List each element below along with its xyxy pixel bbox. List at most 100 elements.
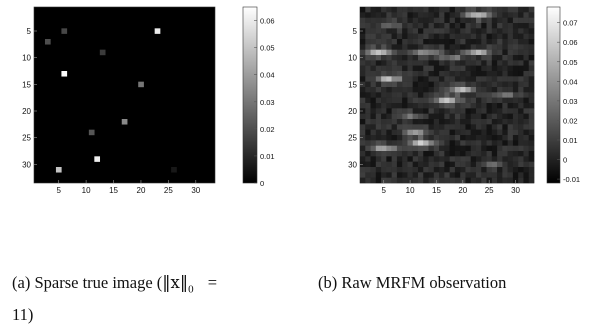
pixel bbox=[375, 167, 382, 173]
pixel bbox=[512, 17, 519, 24]
pixel bbox=[454, 97, 461, 104]
pixel bbox=[481, 177, 487, 184]
pixel bbox=[460, 28, 466, 34]
pixel bbox=[428, 33, 435, 40]
pixel bbox=[497, 97, 503, 104]
pixel bbox=[486, 140, 493, 146]
pixel bbox=[360, 167, 366, 173]
colorbar-tick-label: 0.02 bbox=[563, 116, 578, 125]
pixel bbox=[439, 161, 445, 168]
pixel bbox=[365, 113, 371, 120]
pixel bbox=[470, 17, 477, 24]
pixel bbox=[497, 151, 503, 157]
pixel bbox=[470, 172, 477, 178]
pixel bbox=[433, 161, 440, 168]
pixel bbox=[476, 151, 482, 157]
pixel bbox=[423, 87, 429, 93]
pixel bbox=[497, 81, 503, 88]
pixel bbox=[386, 12, 392, 18]
pixel bbox=[439, 65, 445, 72]
pixel bbox=[433, 12, 440, 18]
pixel bbox=[365, 12, 371, 18]
pixel bbox=[407, 23, 413, 29]
pixel bbox=[370, 172, 377, 178]
pixel bbox=[370, 60, 377, 66]
pixel bbox=[486, 28, 493, 34]
pixel bbox=[460, 119, 466, 125]
pixel bbox=[375, 124, 382, 130]
pixel bbox=[518, 151, 524, 157]
pixel bbox=[454, 55, 461, 61]
y-tick-label: 5 bbox=[353, 27, 358, 36]
pixel bbox=[423, 39, 429, 45]
pixel bbox=[449, 97, 456, 104]
pixel bbox=[439, 97, 445, 104]
pixel bbox=[486, 151, 493, 157]
pixel bbox=[491, 108, 498, 114]
pixel bbox=[449, 76, 456, 82]
pixel bbox=[528, 156, 535, 162]
pixel bbox=[528, 81, 535, 88]
pixel bbox=[491, 140, 498, 146]
pixel bbox=[460, 113, 466, 120]
pixel bbox=[423, 119, 429, 125]
colorbar-tick-label: 0.05 bbox=[260, 44, 275, 53]
pixel bbox=[423, 140, 429, 146]
pixel bbox=[465, 119, 471, 125]
pixel bbox=[433, 151, 440, 157]
pixel bbox=[518, 12, 524, 18]
pixel bbox=[375, 161, 382, 168]
pixel bbox=[460, 60, 466, 66]
pixel bbox=[512, 156, 519, 162]
pixel bbox=[433, 108, 440, 114]
pixel bbox=[439, 124, 445, 130]
pixel bbox=[449, 119, 456, 125]
pixel bbox=[381, 71, 387, 77]
pixel bbox=[386, 60, 392, 66]
pixel bbox=[470, 65, 477, 72]
pixel bbox=[407, 172, 413, 178]
pixel bbox=[418, 28, 424, 34]
x-tick-label: 15 bbox=[432, 186, 441, 195]
pixel bbox=[512, 49, 519, 56]
pixel bbox=[370, 140, 377, 146]
pixel bbox=[497, 92, 503, 98]
pixel bbox=[444, 81, 450, 88]
pixel bbox=[481, 28, 487, 34]
pixel bbox=[402, 177, 408, 184]
colorbar-tick-label: 0 bbox=[563, 156, 567, 165]
pixel bbox=[523, 161, 529, 168]
pixel bbox=[523, 119, 529, 125]
pixel bbox=[470, 39, 477, 45]
pixel bbox=[444, 17, 450, 24]
pixel bbox=[460, 39, 466, 45]
pixel bbox=[439, 129, 445, 136]
pixel bbox=[465, 172, 471, 178]
pixel bbox=[523, 7, 529, 13]
pixel bbox=[428, 28, 435, 34]
pixel bbox=[444, 108, 450, 114]
pixel bbox=[439, 23, 445, 29]
pixel bbox=[528, 108, 535, 114]
pixel bbox=[518, 49, 524, 56]
pixel bbox=[407, 71, 413, 77]
pixel bbox=[381, 103, 387, 109]
pixel bbox=[518, 71, 524, 77]
pixel bbox=[486, 33, 493, 40]
pixel bbox=[365, 28, 371, 34]
pixel bbox=[449, 129, 456, 136]
pixel bbox=[507, 161, 514, 168]
pixel bbox=[423, 113, 429, 120]
pixel bbox=[470, 140, 477, 146]
pixel bbox=[497, 119, 503, 125]
pixel bbox=[481, 7, 487, 13]
pixel bbox=[470, 151, 477, 157]
pixel bbox=[375, 39, 382, 45]
pixel bbox=[502, 87, 508, 93]
pixel bbox=[497, 76, 503, 82]
pixel bbox=[428, 92, 435, 98]
pixel bbox=[412, 92, 419, 98]
pixel bbox=[391, 135, 398, 141]
pixel bbox=[386, 103, 392, 109]
pixel bbox=[423, 17, 429, 24]
